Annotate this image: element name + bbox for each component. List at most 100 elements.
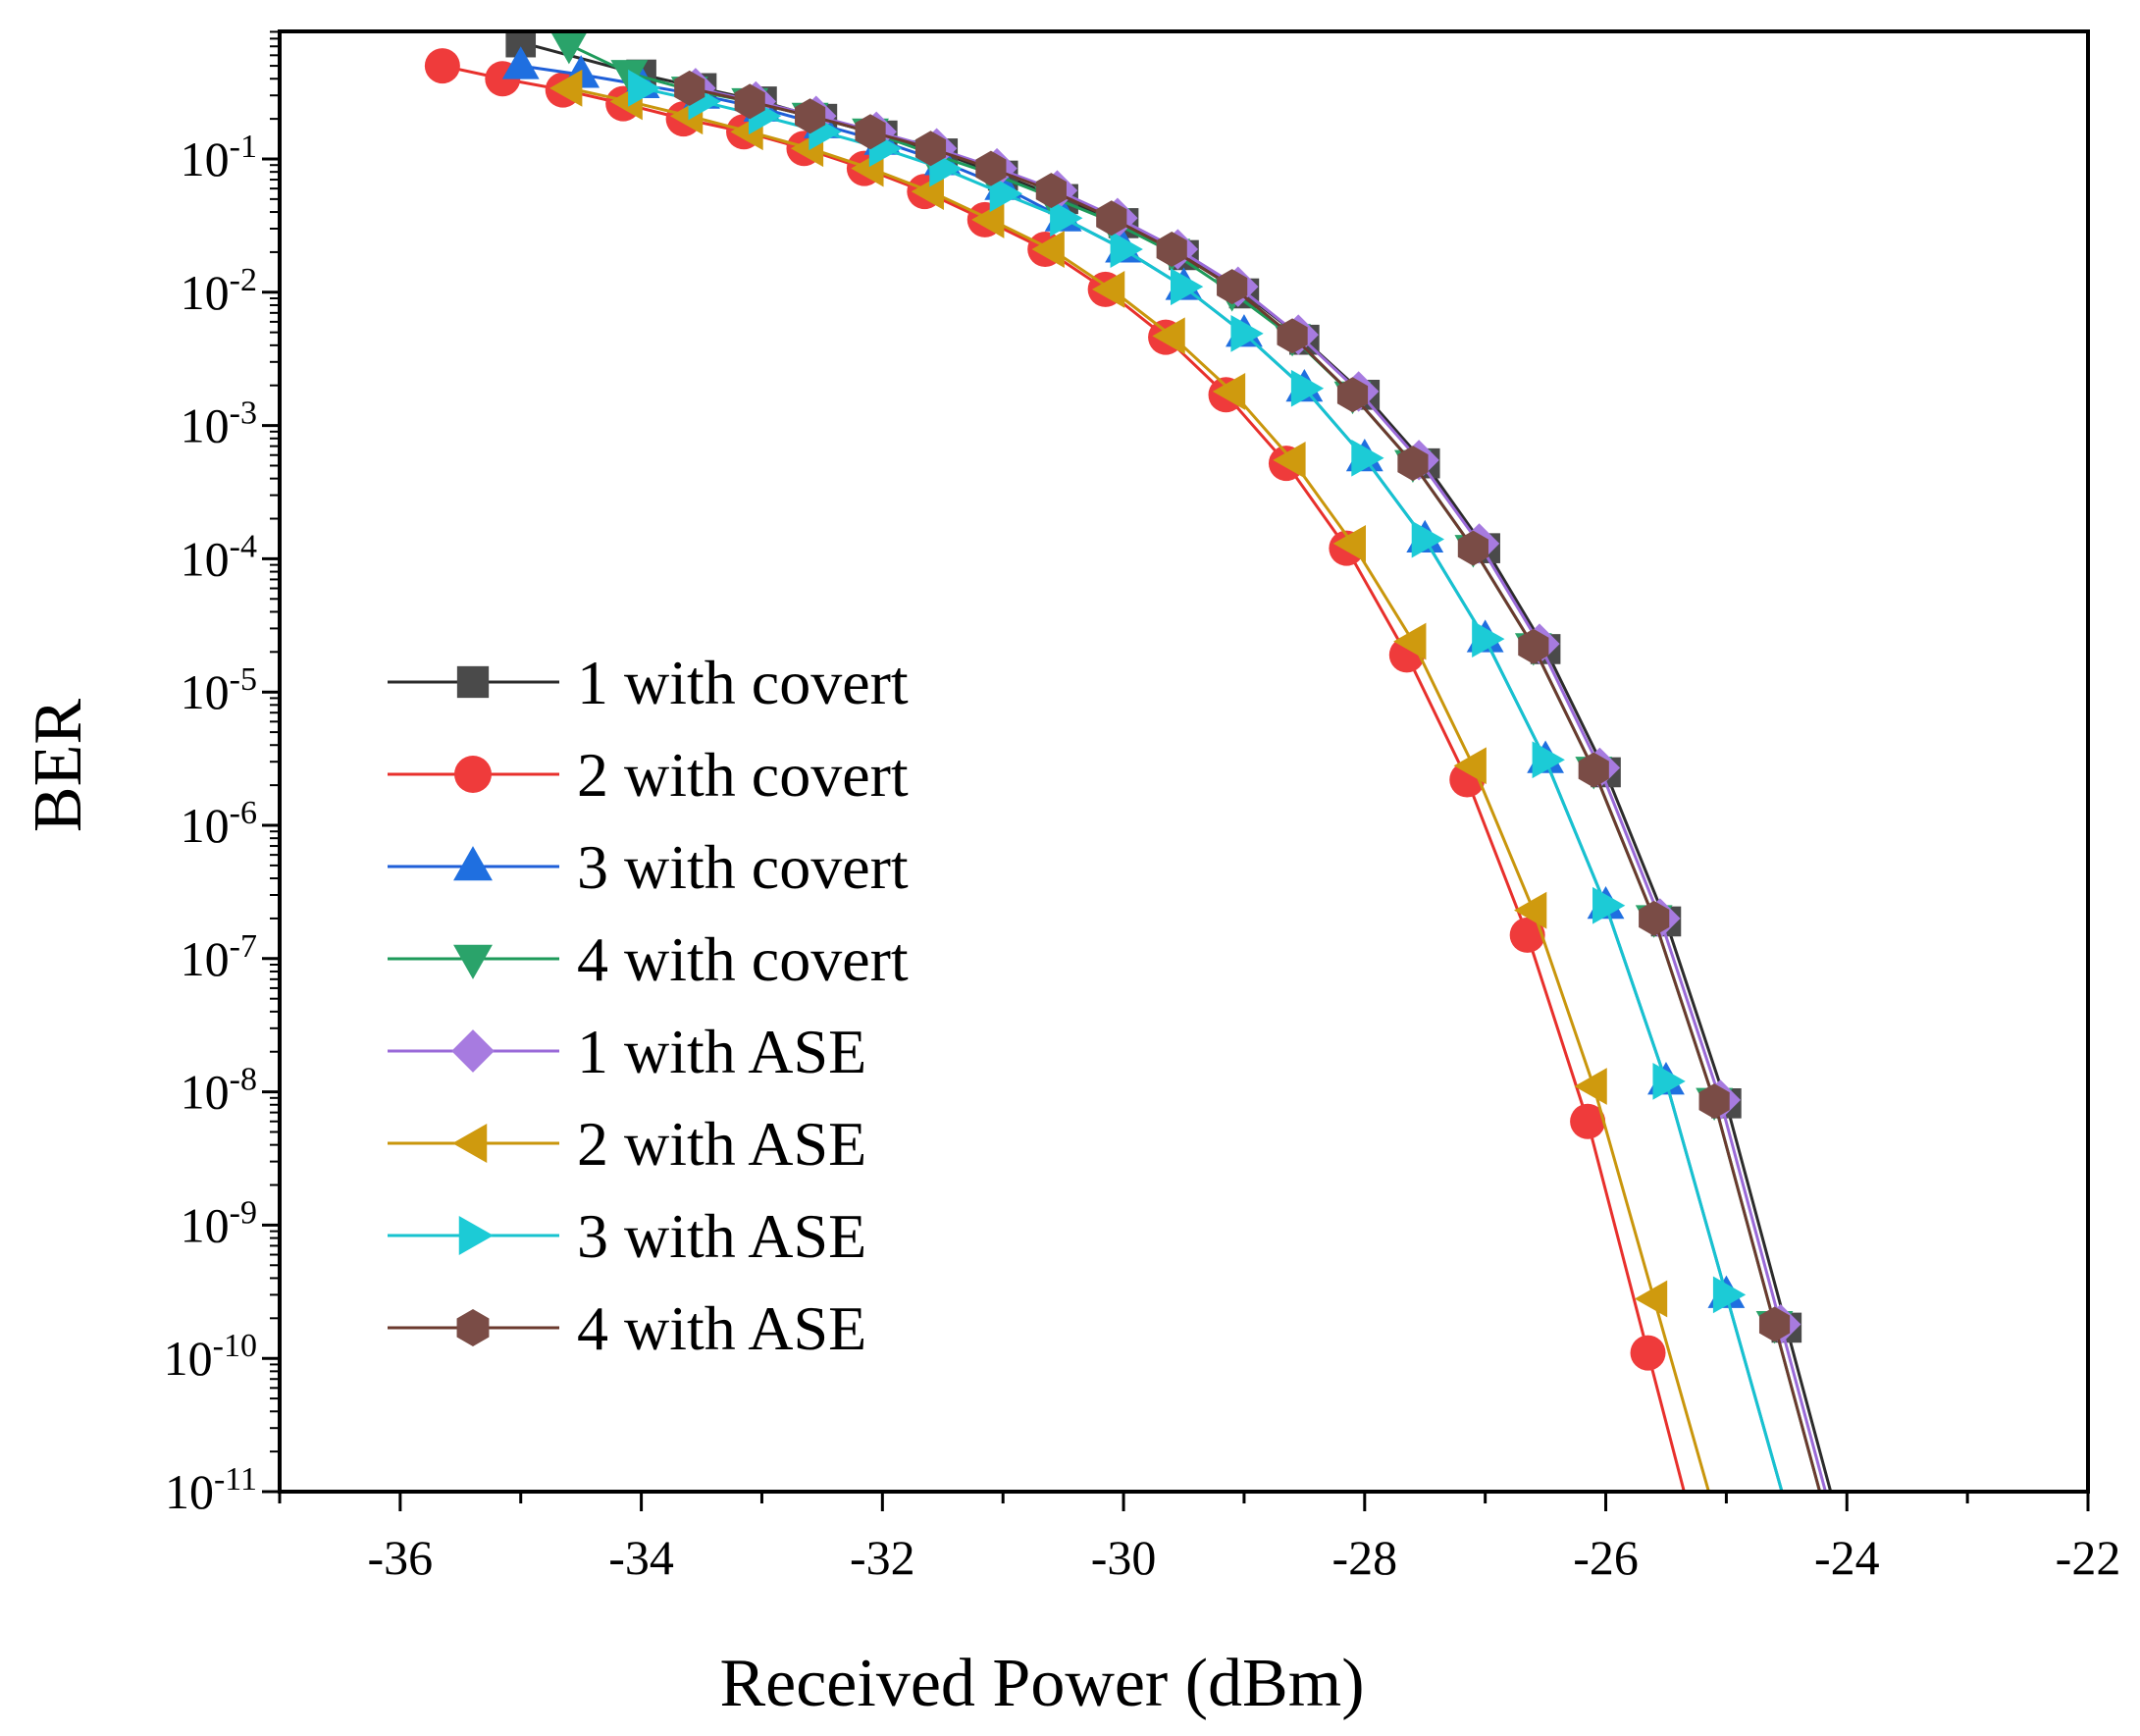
data-point <box>1514 891 1547 929</box>
data-point <box>1518 628 1549 664</box>
data-point <box>914 131 947 167</box>
data-point <box>795 98 826 134</box>
legend-entry: 3 with ASE <box>388 1201 866 1271</box>
legend-label: 1 with ASE <box>577 1017 866 1086</box>
legend-marker <box>454 756 492 793</box>
data-point <box>549 69 583 107</box>
data-point <box>1397 446 1429 482</box>
data-point <box>1652 1062 1686 1100</box>
legend: 1 with covert 2 with covert 3 with covert 4… <box>388 648 909 1363</box>
legend-entry: 4 with covert <box>388 924 909 994</box>
x-tick-label: -28 <box>1331 1530 1397 1585</box>
data-point <box>1336 377 1369 413</box>
y-tick-label: 10-7 <box>181 928 257 986</box>
y-tick-label: 10-10 <box>164 1329 257 1387</box>
legend-label: 3 with ASE <box>577 1201 866 1271</box>
data-point <box>1277 318 1308 354</box>
data-point <box>1351 439 1384 477</box>
data-point <box>1332 525 1367 562</box>
x-tick-label: -32 <box>850 1530 915 1585</box>
data-point <box>1698 1083 1730 1120</box>
legend-entry: 4 with ASE <box>388 1293 866 1363</box>
data-point <box>1273 441 1306 479</box>
data-point <box>1217 269 1248 305</box>
legend-marker <box>453 846 493 881</box>
data-point <box>424 48 460 84</box>
y-axis-label: BER <box>21 699 96 832</box>
data-point <box>1230 314 1264 352</box>
y-tick-label: 10-1 <box>181 129 257 186</box>
x-tick-label: -24 <box>1814 1530 1880 1585</box>
data-point <box>975 150 1007 186</box>
data-point <box>1453 747 1487 785</box>
data-point <box>1472 620 1505 658</box>
series-6 <box>549 69 1711 1492</box>
data-point <box>989 175 1022 213</box>
x-tick-label: -22 <box>2056 1530 2121 1585</box>
axis-layer: -36 -34 -32 -30 -28 -26 -24 -22 10-1 10-2 10-3 10-4… <box>164 29 2121 1585</box>
data-point <box>1630 1335 1666 1371</box>
data-point <box>734 83 765 120</box>
x-tick-label: -34 <box>608 1530 674 1585</box>
data-point <box>1634 1280 1668 1318</box>
data-point <box>1152 317 1185 355</box>
legend-label: 2 with ASE <box>577 1109 866 1179</box>
data-point <box>1110 231 1143 268</box>
x-tick-label: -30 <box>1091 1530 1157 1585</box>
data-point <box>628 69 661 107</box>
data-point <box>1758 1306 1791 1342</box>
data-point <box>1393 622 1427 660</box>
series-layer <box>424 31 1833 1492</box>
y-tick-label: 10-2 <box>181 262 257 320</box>
data-point <box>1712 1276 1747 1314</box>
data-point <box>1578 752 1609 788</box>
data-point <box>971 201 1005 238</box>
data-point <box>1592 886 1626 924</box>
x-tick-label: -26 <box>1573 1530 1639 1585</box>
data-point <box>1457 530 1488 566</box>
data-point <box>1639 900 1670 936</box>
data-point <box>855 114 886 150</box>
data-point <box>674 70 705 106</box>
y-tick-label: 10-9 <box>181 1195 257 1253</box>
data-point <box>1509 917 1545 953</box>
legend-marker <box>452 1124 488 1163</box>
y-tick-label: 10-6 <box>181 795 257 853</box>
data-point <box>1035 173 1067 209</box>
data-point <box>1156 232 1187 268</box>
legend-marker <box>453 944 493 979</box>
legend-entry: 2 with ASE <box>388 1109 866 1179</box>
data-point <box>1574 1068 1607 1105</box>
data-point <box>1290 369 1325 407</box>
legend-entry: 2 with covert <box>388 740 909 810</box>
legend-label: 4 with ASE <box>577 1293 866 1363</box>
x-axis-label: Received Power (dBm) <box>719 1646 1364 1721</box>
y-tick-label: 10-5 <box>181 662 257 720</box>
legend-label: 2 with covert <box>577 740 909 810</box>
legend-label: 3 with covert <box>577 832 909 902</box>
data-point <box>549 31 588 65</box>
legend-label: 4 with covert <box>577 924 909 994</box>
legend-marker <box>456 665 490 699</box>
y-tick-label: 10-4 <box>181 529 257 587</box>
series-line <box>442 64 1686 1492</box>
data-point <box>501 46 540 79</box>
data-point <box>1050 199 1083 237</box>
data-point <box>1212 373 1246 410</box>
data-point <box>1532 741 1565 779</box>
y-tick-label: 10-3 <box>181 395 257 453</box>
legend-entry: 3 with covert <box>388 832 909 902</box>
series-8 <box>674 70 1822 1492</box>
data-point <box>1091 271 1125 308</box>
data-point <box>1096 200 1127 237</box>
y-tick-label: 10-8 <box>181 1062 257 1120</box>
legend-entry: 1 with ASE <box>388 1017 866 1086</box>
data-point <box>1031 231 1065 268</box>
legend-marker <box>458 1216 494 1255</box>
legend-label: 1 with covert <box>577 648 909 717</box>
legend-entry: 1 with covert <box>388 648 909 717</box>
data-point <box>1171 268 1204 306</box>
data-point <box>1411 520 1445 558</box>
y-tick-label: 10-11 <box>165 1461 257 1519</box>
